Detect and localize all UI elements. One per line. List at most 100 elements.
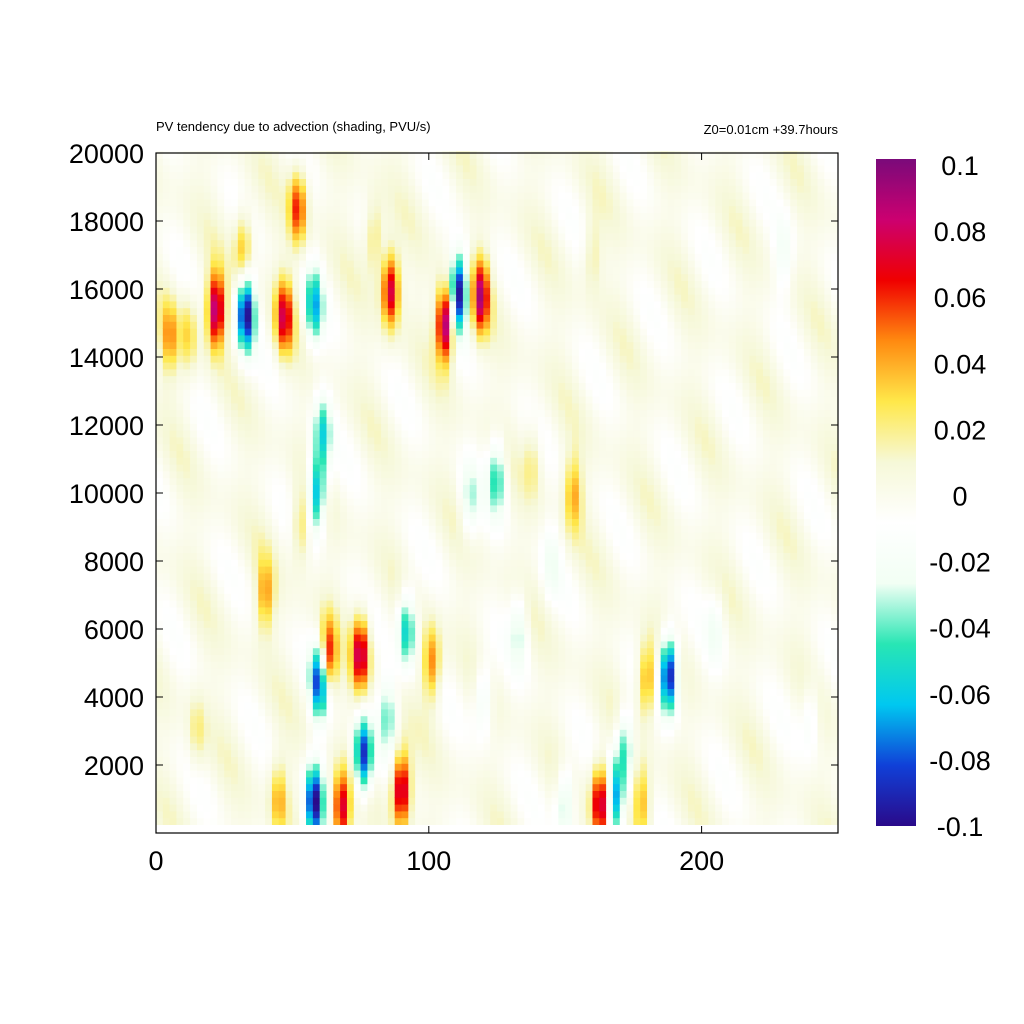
- heatmap-cell: [367, 226, 375, 234]
- heatmap-cell: [367, 702, 375, 710]
- heatmap-cell: [401, 559, 409, 567]
- heatmap-cell: [231, 402, 239, 411]
- heatmap-cell: [360, 294, 368, 302]
- heatmap-cell: [428, 158, 437, 166]
- heatmap-cell: [224, 368, 232, 377]
- heatmap-cell: [442, 498, 450, 506]
- heatmap-cell: [449, 300, 457, 309]
- heatmap-cell: [224, 552, 232, 560]
- heatmap-cell: [224, 593, 232, 601]
- heatmap-cell: [251, 783, 259, 791]
- heatmap-cell: [183, 409, 191, 417]
- heatmap-cell: [326, 246, 334, 254]
- heatmap-cell: [231, 192, 239, 200]
- heatmap-cell: [394, 708, 403, 717]
- heatmap-cell: [394, 300, 403, 309]
- heatmap-cell: [244, 511, 252, 519]
- heatmap-cell: [483, 178, 491, 186]
- heatmap-cell: [271, 409, 280, 417]
- heatmap-cell: [306, 593, 314, 601]
- heatmap-cell: [251, 620, 259, 628]
- heatmap-cell: [408, 300, 416, 309]
- heatmap-cell: [428, 178, 437, 186]
- heatmap-cell: [306, 375, 314, 383]
- heatmap-cell: [394, 647, 403, 655]
- heatmap-cell: [449, 178, 457, 186]
- heatmap-cell: [183, 307, 191, 315]
- heatmap-cell: [210, 722, 218, 730]
- heatmap-cell: [346, 341, 355, 349]
- heatmap-cell: [428, 198, 437, 207]
- heatmap-cell: [217, 362, 225, 370]
- heatmap-cell: [176, 280, 184, 288]
- heatmap-cell: [285, 321, 293, 329]
- heatmap-cell: [278, 362, 287, 370]
- heatmap-cell: [183, 443, 191, 451]
- heatmap-cell: [224, 205, 232, 213]
- heatmap-cell: [497, 817, 505, 825]
- heatmap-cell: [258, 600, 266, 608]
- heatmap-cell: [190, 341, 198, 349]
- heatmap-cell: [169, 695, 177, 703]
- heatmap-cell: [224, 219, 232, 227]
- heatmap-cell: [312, 192, 321, 200]
- heatmap-cell: [394, 552, 403, 560]
- heatmap-cell: [449, 246, 457, 254]
- heatmap-cell: [490, 681, 498, 689]
- heatmap-cell: [469, 579, 478, 587]
- heatmap-cell: [217, 776, 225, 785]
- heatmap-cell: [183, 246, 191, 254]
- heatmap-cell: [169, 742, 177, 751]
- heatmap-cell: [271, 797, 280, 805]
- heatmap-cell: [374, 212, 382, 220]
- heatmap-cell: [196, 593, 205, 601]
- heatmap-cell: [156, 661, 164, 669]
- heatmap-cell: [428, 817, 437, 825]
- heatmap-cell: [408, 674, 416, 683]
- heatmap-cell: [319, 790, 327, 798]
- heatmap-cell: [435, 321, 443, 329]
- heatmap-cell: [490, 783, 498, 791]
- heatmap-cell: [285, 620, 293, 628]
- heatmap-cell: [456, 722, 464, 730]
- heatmap-cell: [374, 205, 382, 213]
- heatmap-cell: [237, 409, 246, 417]
- heatmap-cell: [415, 708, 423, 717]
- heatmap-cell: [462, 212, 471, 220]
- heatmap-cell: [196, 375, 205, 383]
- heatmap-cell: [360, 287, 368, 295]
- heatmap-cell: [326, 198, 334, 207]
- heatmap-cell: [210, 545, 218, 553]
- heatmap-cell: [476, 613, 484, 621]
- heatmap-cell: [156, 409, 164, 417]
- heatmap-cell: [421, 205, 430, 213]
- heatmap-cell: [169, 300, 177, 309]
- heatmap-cell: [387, 239, 396, 247]
- heatmap-cell: [490, 470, 498, 479]
- heatmap-cell: [469, 606, 478, 615]
- heatmap-cell: [258, 396, 266, 404]
- heatmap-cell: [251, 348, 259, 356]
- heatmap-cell: [271, 348, 280, 356]
- heatmap-cell: [353, 260, 362, 268]
- heatmap-cell: [292, 661, 300, 669]
- heatmap-cell: [278, 790, 287, 798]
- heatmap-cell: [231, 708, 239, 717]
- heatmap-cell: [237, 661, 246, 669]
- heatmap-cell: [203, 729, 212, 737]
- heatmap-cell: [435, 518, 443, 526]
- heatmap-cell: [244, 586, 252, 594]
- heatmap-cell: [156, 545, 164, 553]
- heatmap-cell: [176, 749, 184, 757]
- heatmap-cell: [374, 402, 382, 411]
- heatmap-cell: [483, 464, 491, 472]
- heatmap-cell: [353, 212, 362, 220]
- heatmap-cell: [340, 613, 348, 621]
- heatmap-cell: [292, 613, 300, 621]
- heatmap-cell: [340, 164, 348, 173]
- heatmap-cell: [217, 470, 225, 479]
- heatmap-cell: [333, 219, 341, 227]
- heatmap-cell: [217, 715, 225, 723]
- heatmap-cell: [176, 681, 184, 689]
- heatmap-cell: [367, 491, 375, 499]
